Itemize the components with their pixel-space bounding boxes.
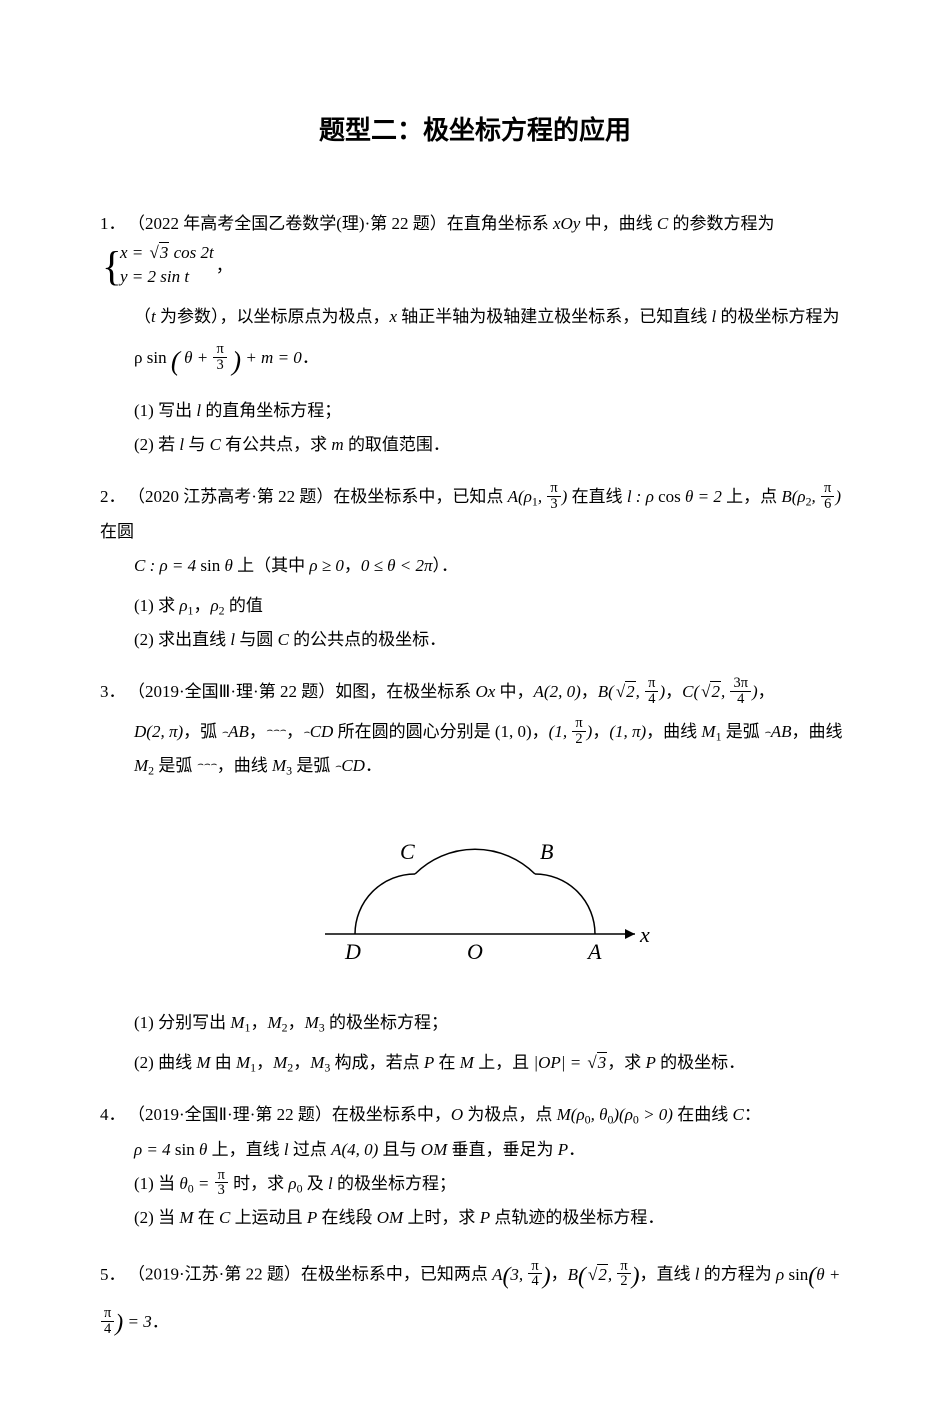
line-l-eq: l : ρ cos θ = 2 bbox=[627, 487, 722, 506]
text: 在极坐标系中， bbox=[332, 1105, 451, 1124]
problem-1-sub1: (1) 写出 l 的直角坐标方程； bbox=[100, 394, 850, 428]
problem-4-line2: ρ = 4 sin θ 上，直线 l 过点 A(4, 0) 且与 OM 垂直，垂… bbox=[100, 1133, 850, 1167]
text: ． bbox=[152, 1312, 169, 1331]
symbol-ox: Ox bbox=[475, 682, 495, 701]
symbol-x: x bbox=[389, 307, 397, 326]
text: 中， bbox=[495, 682, 533, 701]
symbol-c: C bbox=[657, 214, 668, 233]
problem-1-line2: （t 为参数），以坐标原点为极点，x 轴正半轴为极轴建立极坐标系，已知直线 l … bbox=[100, 300, 850, 334]
problem-3-line2: D(2, π)，弧 ⌢AB，⌢⌢⌢，⌢CD 所在圆的圆心分别是 (1, 0)，(… bbox=[100, 715, 850, 749]
symbol-o: O bbox=[451, 1105, 463, 1124]
problem-source: （2020 江苏高考·第 22 题） bbox=[128, 487, 333, 506]
curve-c: C bbox=[732, 1105, 743, 1124]
problem-source: （2019·江苏·第 22 题） bbox=[128, 1265, 301, 1284]
symbol-xoy: xOy bbox=[553, 214, 580, 233]
point-b: B(2, π4) bbox=[598, 682, 665, 701]
problem-2-line2: C : ρ = 4 sin θ 上（其中 ρ ≥ 0，0 ≤ θ < 2π）． bbox=[100, 549, 850, 583]
problem-2-sub1: (1) 求 ρ1，ρ2 的值 bbox=[100, 589, 850, 623]
text: 为参数），以坐标原点为极点， bbox=[156, 307, 390, 326]
point-a: A(3, π4) bbox=[492, 1265, 551, 1284]
text: 在曲线 bbox=[673, 1105, 733, 1124]
point-c: C(2, 3π4) bbox=[682, 682, 758, 701]
text: ， bbox=[551, 1265, 568, 1284]
text: 在直角坐标系 bbox=[447, 214, 553, 233]
problem-3-sub2: (2) 曲线 M 由 M1，M2，M3 构成，若点 P 在 M 上，且 |OP|… bbox=[100, 1046, 850, 1080]
text: ， bbox=[665, 682, 682, 701]
problem-4-sub1: (1) 当 θ0 = π3 时，求 ρ0 及 l 的极坐标方程； bbox=[100, 1167, 850, 1201]
text: （ bbox=[134, 307, 151, 326]
text: 在极坐标系中，已知两点 bbox=[301, 1265, 492, 1284]
text: 的方程为 bbox=[700, 1265, 777, 1284]
problem-number: 3． bbox=[100, 675, 128, 709]
text: ， bbox=[758, 682, 775, 701]
text: 在极坐标系中，已知点 bbox=[333, 487, 507, 506]
text: ， bbox=[216, 256, 233, 275]
polar-equation: ρ sin ( θ + π3 ) + m = 0 bbox=[134, 348, 302, 367]
problem-3-line3: M2 是弧 ⌢⌢⌢，曲线 M3 是弧 ⌢CD． bbox=[100, 749, 850, 783]
point-m: M(ρ0, θ0)(ρ0 > 0) bbox=[557, 1105, 673, 1124]
problem-source: （2022 年高考全国乙卷数学(理)·第 22 题） bbox=[128, 214, 447, 233]
text: 在直线 bbox=[567, 487, 627, 506]
label-a: A bbox=[586, 939, 602, 964]
problem-number: 4． bbox=[100, 1098, 128, 1132]
label-b: B bbox=[540, 839, 553, 864]
problem-4-sub2: (2) 当 M 在 C 上运动且 P 在线段 OM 上时，求 P 点轨迹的极坐标… bbox=[100, 1201, 850, 1235]
label-c: C bbox=[400, 839, 415, 864]
text: ，直线 bbox=[640, 1265, 695, 1284]
text: ， bbox=[581, 682, 598, 701]
problem-2: 2．（2020 江苏高考·第 22 题）在极坐标系中，已知点 A(ρ1, π3)… bbox=[100, 480, 850, 657]
label-x: x bbox=[639, 922, 650, 947]
label-d: D bbox=[344, 939, 361, 964]
problem-1-sub2: (2) 若 l 与 C 有公共点，求 m 的取值范围． bbox=[100, 428, 850, 462]
point-a: A(ρ1, π3) bbox=[508, 487, 568, 506]
text: 轴正半轴为极轴建立极坐标系，已知直线 bbox=[397, 307, 712, 326]
figure-polar-arcs: C B D O A x bbox=[100, 804, 850, 986]
text: 中，曲线 bbox=[580, 214, 657, 233]
text: 的极坐标方程为 bbox=[716, 307, 839, 326]
text: 如图，在极坐标系 bbox=[335, 682, 475, 701]
text: 上，点 bbox=[722, 487, 782, 506]
parametric-equation: {x = 3 cos 2ty = 2 sin t bbox=[102, 241, 214, 294]
label-o: O bbox=[467, 939, 483, 964]
page: 题型二：极坐标方程的应用 1．（2022 年高考全国乙卷数学(理)·第 22 题… bbox=[0, 0, 950, 1406]
problem-source: （2019·全国Ⅲ·理·第 22 题） bbox=[128, 682, 335, 701]
text: 在圆 bbox=[100, 522, 134, 541]
point-a: A(2, 0) bbox=[534, 682, 581, 701]
text: 的参数方程为 bbox=[668, 214, 774, 233]
problem-1: 1．（2022 年高考全国乙卷数学(理)·第 22 题）在直角坐标系 xOy 中… bbox=[100, 207, 850, 462]
point-b: B(2, π2) bbox=[568, 1265, 640, 1284]
problem-5: 5．（2019·江苏·第 22 题）在极坐标系中，已知两点 A(3, π4)，B… bbox=[100, 1253, 850, 1348]
problem-source: （2019·全国Ⅱ·理·第 22 题） bbox=[128, 1105, 332, 1124]
text: 为极点，点 bbox=[463, 1105, 557, 1124]
problem-3-sub1: (1) 分别写出 M1，M2，M3 的极坐标方程； bbox=[100, 1006, 850, 1040]
figure-svg: C B D O A x bbox=[285, 804, 665, 974]
problem-2-sub2: (2) 求出直线 l 与圆 C 的公共点的极坐标． bbox=[100, 623, 850, 657]
point-b: B(ρ2, π6) bbox=[781, 487, 841, 506]
problem-number: 5． bbox=[100, 1258, 128, 1292]
problem-3: 3．（2019·全国Ⅲ·理·第 22 题）如图，在极坐标系 Ox 中，A(2, … bbox=[100, 675, 850, 1081]
problem-1-equation: ρ sin ( θ + π3 ) + m = 0． bbox=[100, 334, 850, 388]
problem-4: 4．（2019·全国Ⅱ·理·第 22 题）在极坐标系中，O 为极点，点 M(ρ0… bbox=[100, 1098, 850, 1235]
problem-number: 2． bbox=[100, 480, 128, 514]
page-title: 题型二：极坐标方程的应用 bbox=[100, 110, 850, 147]
text: ． bbox=[302, 348, 319, 367]
